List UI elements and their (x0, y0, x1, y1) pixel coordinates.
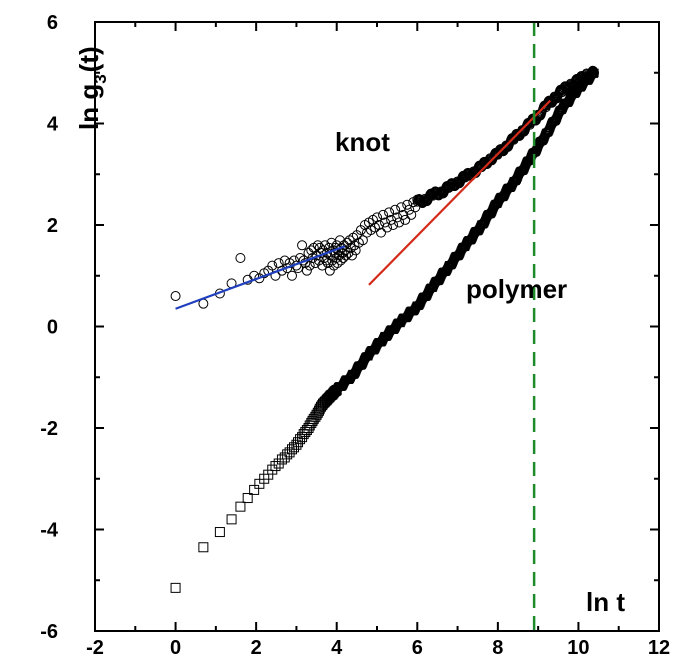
x-tick-label: 12 (648, 637, 670, 659)
y-axis-title-tail: (t) (74, 46, 104, 72)
data-point-circle (372, 212, 382, 223)
data-point-square (226, 514, 237, 525)
svg-text:ln g3(t): ln g3 (t) (74, 46, 110, 130)
fit-line (368, 99, 552, 286)
plot-frame (94, 21, 660, 632)
data-point-circle (388, 220, 399, 230)
data-point-square (242, 493, 253, 504)
data-markers (170, 65, 600, 593)
data-point-circle (322, 247, 333, 258)
data-point-circle (398, 209, 409, 220)
data-point-square (267, 464, 278, 475)
annotation-polymer: polymer (466, 274, 567, 304)
data-point-circle (394, 217, 405, 228)
data-point-circle (400, 214, 411, 225)
data-point-circle (347, 250, 358, 261)
y-tick-label: 0 (47, 317, 58, 339)
y-axis-title-subscript: 3 (91, 74, 110, 83)
data-point-circle (310, 258, 321, 269)
data-point-circle (357, 235, 368, 246)
data-point-square (214, 527, 225, 538)
axes-frame (94, 21, 660, 632)
x-tick-label: 6 (412, 637, 423, 659)
data-point-circle (404, 204, 415, 215)
data-point-square (270, 461, 281, 472)
data-point-circle (338, 240, 349, 251)
data-point-circle (332, 258, 343, 269)
data-point-circle (390, 204, 401, 215)
x-tick-label: -2 (86, 637, 104, 659)
data-point-circle (340, 250, 351, 261)
data-point-square (276, 454, 287, 465)
data-point-circle (335, 255, 346, 266)
y-tick-label: 4 (47, 114, 59, 136)
x-tick-label: 10 (567, 637, 589, 659)
data-point-circle (348, 232, 359, 243)
data-point-circle (376, 227, 387, 238)
data-point-square (590, 68, 599, 77)
data-point-circle (337, 247, 348, 258)
data-point-circle (382, 222, 393, 233)
data-point-circle (342, 237, 353, 248)
x-axis-title: ln t (586, 587, 625, 617)
data-point-square (291, 439, 302, 450)
annotation-knot: knot (335, 127, 390, 157)
y-axis-title-main: ln g (74, 84, 104, 130)
x-tick-label: 2 (251, 637, 262, 659)
data-point-circle (406, 209, 417, 220)
y-tick-label: 2 (47, 215, 58, 237)
x-tick-label: 0 (170, 637, 181, 659)
y-axis-title: ln g3 (t) (74, 46, 110, 130)
y-tick-label: 6 (47, 12, 58, 34)
data-point-square (235, 501, 246, 512)
data-point-square (198, 542, 209, 553)
data-point-circle (339, 245, 350, 256)
data-point-square (295, 434, 306, 445)
data-point-circle (286, 270, 297, 281)
data-point-circle (170, 291, 181, 302)
data-point-circle (328, 260, 339, 271)
x-tick-label: 8 (492, 637, 503, 659)
data-point-circle (378, 209, 389, 220)
data-point-circle (304, 260, 315, 271)
y-tick-label: -4 (40, 520, 59, 542)
data-point-circle (267, 260, 278, 271)
data-point-circle (235, 252, 246, 263)
y-tick-label: -6 (40, 621, 58, 643)
data-point-circle (338, 252, 349, 263)
y-tick-label: -2 (40, 418, 58, 440)
axis-ticks: -2 0 2 4 6 8 10 12 -6 -4 -2 0 2 4 6 (40, 12, 670, 659)
fit-lines (175, 99, 552, 310)
data-point-circle (343, 247, 354, 258)
data-point-circle (297, 240, 308, 251)
data-point-circle (345, 242, 356, 253)
data-point-square (249, 484, 260, 495)
fit-line (175, 245, 346, 310)
data-point-square (170, 582, 181, 593)
data-point-circle (384, 207, 395, 218)
data-point-circle (301, 265, 312, 276)
x-tick-label: 4 (331, 637, 343, 659)
